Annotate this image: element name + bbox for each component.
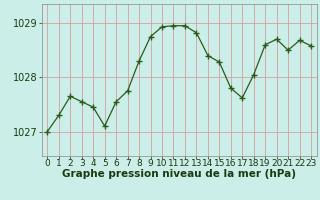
X-axis label: Graphe pression niveau de la mer (hPa): Graphe pression niveau de la mer (hPa) [62, 169, 296, 179]
